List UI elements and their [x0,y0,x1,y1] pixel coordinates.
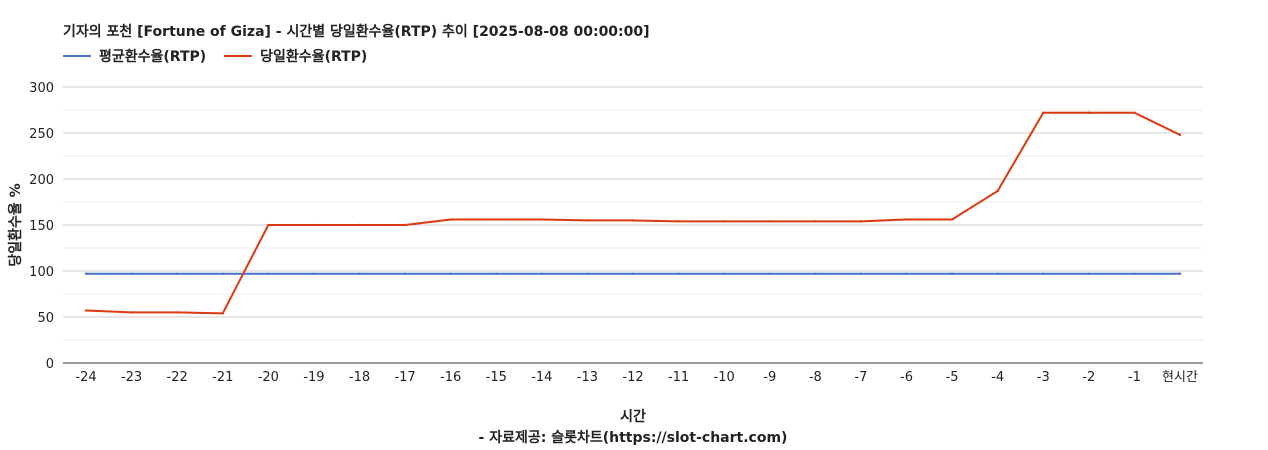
data-point-daily-rtp[interactable] [403,223,407,227]
y-tick-label: 250 [29,127,54,142]
grid-lines [63,86,1203,341]
data-point-daily-rtp[interactable] [677,220,680,223]
x-tick-label: -9 [763,370,776,385]
series-line-daily-rtp[interactable] [85,111,1181,315]
legend-label-daily-rtp: 당일환수율(RTP) [260,49,368,65]
x-tick-label: -14 [531,370,552,385]
legend-label-average-rtp: 평균환수율(RTP) [99,49,207,65]
data-point-average-rtp[interactable] [631,272,635,275]
data-point-average-rtp[interactable] [130,272,133,275]
y-tick-label: 200 [29,173,54,188]
data-point-average-rtp[interactable] [1133,272,1136,275]
x-tick-label: -24 [75,370,96,385]
data-point-daily-rtp[interactable] [905,218,908,221]
data-point-average-rtp[interactable] [814,272,817,275]
data-point-average-rtp[interactable] [84,272,88,275]
data-point-daily-rtp[interactable] [768,220,771,223]
data-point-daily-rtp[interactable] [814,220,817,223]
x-tick-label: -10 [714,370,735,385]
data-point-daily-rtp[interactable] [1178,133,1182,137]
data-point-average-rtp[interactable] [586,272,589,275]
data-point-daily-rtp[interactable] [540,218,544,221]
data-point-daily-rtp[interactable] [358,223,361,227]
data-point-average-rtp[interactable] [1178,272,1182,275]
data-point-daily-rtp[interactable] [175,311,179,314]
data-point-daily-rtp[interactable] [1087,111,1091,114]
data-point-daily-rtp[interactable] [996,189,999,193]
legend-item-average-rtp[interactable]: 평균환수율(RTP) [63,46,206,66]
y-axis-ticks: 0 50 100 150 200 250 300 [29,81,54,372]
y-axis-title: 당일환수율 % [7,183,24,266]
x-tick-label: -22 [167,370,188,385]
data-point-daily-rtp[interactable] [722,220,726,223]
data-point-average-rtp[interactable] [722,272,726,275]
x-tick-label: -16 [440,370,461,385]
x-tick-label: -7 [854,370,867,385]
data-point-daily-rtp[interactable] [631,219,635,222]
data-point-average-rtp[interactable] [1087,272,1091,275]
x-tick-label: -15 [486,370,507,385]
x-tick-label: -17 [394,370,415,385]
data-point-average-rtp[interactable] [312,272,316,275]
legend-swatch-average-rtp [63,55,91,57]
y-tick-label: 100 [29,265,54,280]
data-point-average-rtp[interactable] [950,272,954,275]
source-note: - 자료제공: 슬롯차트(https://slot-chart.com) [479,430,788,446]
data-point-daily-rtp[interactable] [449,218,452,221]
y-tick-label: 50 [37,311,54,326]
x-tick-label: -4 [991,370,1004,385]
data-point-average-rtp[interactable] [403,272,407,275]
x-tick-label: -6 [900,370,913,385]
data-point-average-rtp[interactable] [175,272,179,275]
data-point-daily-rtp[interactable] [267,223,270,227]
y-tick-label: 300 [29,81,54,96]
data-point-daily-rtp[interactable] [1042,111,1045,114]
data-point-average-rtp[interactable] [768,272,771,275]
data-point-daily-rtp[interactable] [495,218,498,221]
legend-swatch-daily-rtp [224,55,253,57]
x-tick-label: -1 [1128,370,1141,385]
series-lines [84,111,1182,315]
x-tick-label: -20 [258,370,279,385]
data-point-average-rtp[interactable] [267,272,270,275]
data-point-daily-rtp[interactable] [950,218,954,221]
y-tick-label: 0 [46,357,54,372]
x-axis-title: 시간 [620,408,646,425]
x-tick-label: -8 [809,370,822,385]
data-point-average-rtp[interactable] [449,272,452,275]
data-point-average-rtp[interactable] [358,272,361,275]
data-point-daily-rtp[interactable] [312,223,316,227]
data-point-daily-rtp[interactable] [130,311,133,314]
x-tick-label: -3 [1037,370,1050,385]
data-point-average-rtp[interactable] [996,272,999,275]
data-point-daily-rtp[interactable] [221,312,224,315]
x-tick-label: -12 [622,370,643,385]
data-point-daily-rtp[interactable] [859,220,863,223]
x-tick-label: -18 [349,370,370,385]
data-point-daily-rtp[interactable] [1133,111,1136,114]
data-point-average-rtp[interactable] [859,272,863,275]
x-tick-label: -21 [212,370,233,385]
x-tick-label: -11 [668,370,689,385]
chart-title: 기자의 포천 [Fortune of Giza] - 시간별 당일환수율(RTP… [63,24,650,40]
x-tick-label: -2 [1082,370,1095,385]
x-tick-label: 현시간 [1162,370,1198,385]
x-tick-label: -5 [946,370,959,385]
x-tick-label: -23 [121,370,142,385]
data-point-average-rtp[interactable] [1042,272,1045,275]
x-tick-label: -13 [577,370,598,385]
data-point-average-rtp[interactable] [221,272,224,275]
legend: 평균환수율(RTP) 당일환수율(RTP) [63,46,385,66]
data-point-average-rtp[interactable] [905,272,908,275]
data-point-average-rtp[interactable] [540,272,544,275]
x-tick-label: -19 [303,370,324,385]
data-point-daily-rtp[interactable] [586,219,589,222]
data-point-average-rtp[interactable] [495,272,498,275]
data-point-average-rtp[interactable] [677,272,680,275]
legend-item-daily-rtp[interactable]: 당일환수율(RTP) [224,46,367,66]
y-tick-label: 150 [29,219,54,234]
x-axis-ticks: -24 -23 -22 -21 -20 -19 -18 -17 -16 -15 -14 -13 -12 -… [75,370,1198,385]
data-point-daily-rtp[interactable] [84,309,88,312]
